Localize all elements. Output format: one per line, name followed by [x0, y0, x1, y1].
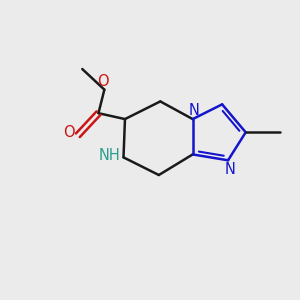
Text: N: N — [189, 103, 200, 118]
Text: O: O — [97, 74, 109, 89]
Text: O: O — [63, 125, 75, 140]
Text: NH: NH — [98, 148, 120, 164]
Text: N: N — [225, 162, 236, 177]
